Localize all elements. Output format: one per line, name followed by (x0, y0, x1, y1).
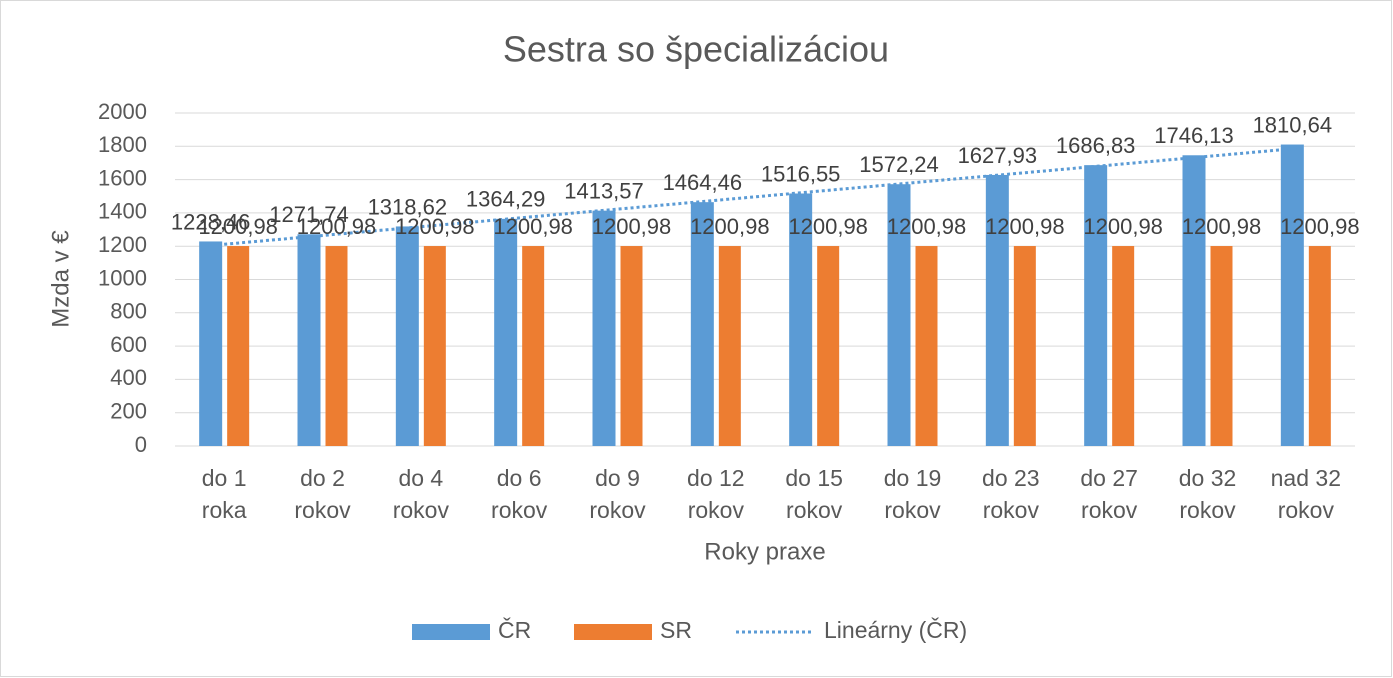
data-label: 1200,98 (985, 214, 1065, 239)
bar (1013, 246, 1036, 446)
y-tick-label: 400 (110, 365, 147, 390)
data-label: 1686,83 (1056, 133, 1136, 158)
bar (395, 226, 419, 446)
x-tick-label: do 4 rokov (392, 465, 449, 523)
x-tick-label: do 19 rokov (883, 465, 942, 523)
chart-title: Sestra so špecializáciou (503, 29, 889, 70)
data-label: 1200,98 (395, 214, 475, 239)
x-tick-label: do 23 rokov (982, 465, 1040, 523)
bar (592, 210, 616, 446)
data-label: 1200,98 (198, 214, 278, 239)
bar (1308, 246, 1331, 446)
bar (817, 246, 840, 446)
data-label: 1572,24 (859, 152, 939, 177)
x-tick-label: do 32 rokov (1178, 465, 1237, 523)
data-label: 1200,98 (887, 214, 967, 239)
y-tick-label: 2000 (98, 99, 147, 124)
data-label: 1200,98 (690, 214, 770, 239)
x-tick-label: do 12 rokov (687, 465, 745, 523)
data-label: 1464,46 (663, 170, 743, 195)
bar (985, 174, 1009, 447)
bar (1280, 144, 1304, 446)
data-label: 1413,57 (564, 178, 644, 203)
x-tick-label: do 27 rokov (1080, 465, 1138, 523)
bar (423, 246, 446, 446)
legend-label: ČR (498, 616, 531, 643)
legend-label: SR (660, 617, 692, 643)
bar (789, 193, 813, 446)
data-label: 1516,55 (761, 161, 841, 186)
y-tick-label: 200 (110, 399, 147, 424)
data-label: 1200,98 (592, 214, 672, 239)
trendline (224, 146, 1306, 246)
y-tick-label: 1600 (98, 165, 147, 190)
y-tick-label: 1800 (98, 132, 147, 157)
x-tick-label: do 15 rokov (785, 465, 843, 523)
bar (297, 234, 321, 446)
bar (199, 241, 223, 446)
data-label: 1200,98 (493, 214, 573, 239)
legend-swatch (412, 624, 490, 640)
data-label: 1810,64 (1253, 112, 1333, 137)
bar (325, 246, 348, 446)
legend-label: Lineárny (ČR) (824, 616, 967, 643)
data-label: 1746,13 (1154, 123, 1234, 148)
data-label: 1200,98 (788, 214, 868, 239)
bar (494, 218, 518, 446)
data-label: 1364,29 (466, 187, 546, 212)
data-label: 1200,98 (1280, 214, 1360, 239)
y-tick-label: 800 (110, 299, 147, 324)
x-tick-label: do 1 roka (201, 465, 247, 523)
bar (522, 246, 545, 446)
bar (887, 184, 911, 446)
data-label: 1200,98 (1083, 214, 1163, 239)
y-tick-label: 1000 (98, 265, 147, 290)
bar (718, 246, 741, 446)
bar (620, 246, 643, 446)
y-axis-title: Mzda v € (47, 230, 74, 328)
data-label: 1271,74 (269, 202, 349, 227)
bar (227, 246, 250, 446)
y-tick-label: 600 (110, 332, 147, 357)
legend-swatch (574, 624, 652, 640)
bar (1084, 165, 1108, 446)
bar (1112, 246, 1135, 446)
data-label: 1627,93 (958, 143, 1038, 168)
data-label: 1318,62 (368, 194, 448, 219)
data-label: 1200,98 (1182, 214, 1262, 239)
x-axis-title: Roky praxe (704, 538, 825, 565)
x-tick-label: nad 32 rokov (1270, 465, 1341, 523)
y-tick-label: 1400 (98, 199, 147, 224)
x-tick-label: do 6 rokov (491, 465, 548, 523)
x-tick-label: do 2 rokov (294, 465, 351, 523)
bar (915, 246, 938, 446)
y-tick-label: 1200 (98, 232, 147, 257)
y-tick-label: 0 (135, 432, 147, 457)
bar (1210, 246, 1233, 446)
data-label: 1200,98 (297, 214, 377, 239)
bar (1182, 155, 1206, 446)
bar (690, 202, 714, 446)
data-label: 1228,46 (171, 209, 251, 234)
x-tick-label: do 9 rokov (589, 465, 646, 523)
